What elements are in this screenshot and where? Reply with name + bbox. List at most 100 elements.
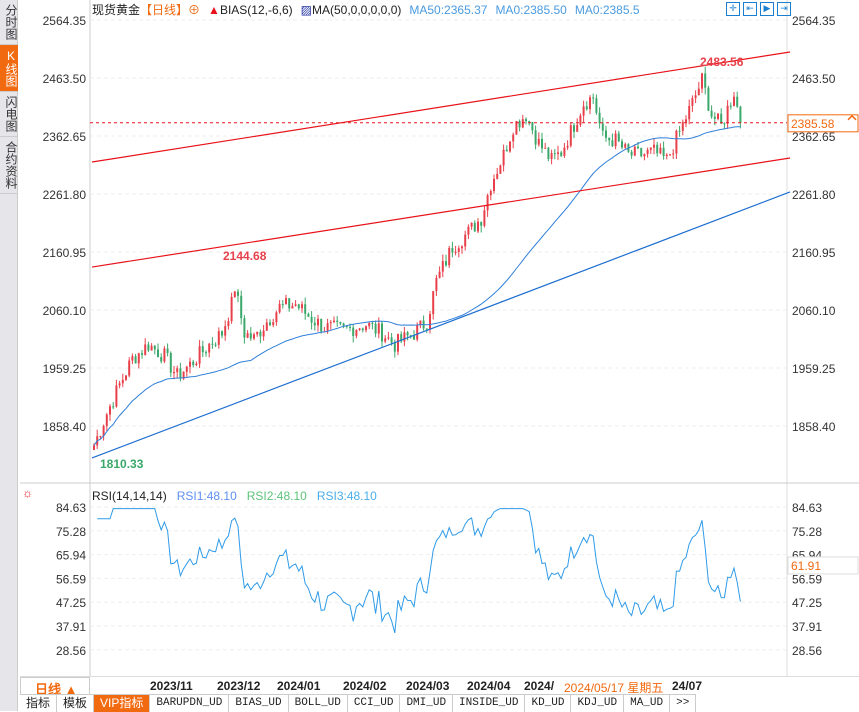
candle-body (707, 87, 710, 111)
price-label-left: 1959.25 (43, 362, 87, 376)
candle-body (579, 115, 582, 125)
candle-body (176, 368, 179, 373)
candle-body (429, 314, 431, 330)
candle-body (553, 153, 556, 155)
candle-body (310, 316, 313, 323)
tab-5[interactable]: BOLL_UD (288, 695, 348, 712)
candle-body (345, 325, 348, 327)
candle-body (457, 248, 460, 252)
candle-body (195, 363, 198, 366)
candle-body (166, 348, 169, 353)
period-label: 【日线】 (140, 3, 189, 17)
candle-body (333, 320, 335, 323)
tab-7[interactable]: DMI_UD (400, 695, 454, 712)
candle-body (416, 325, 419, 340)
crosshair-icon[interactable]: ⊕ (188, 3, 201, 17)
tab-4[interactable]: BIAS_UD (229, 695, 289, 712)
candle-body (573, 125, 575, 132)
candle-body (249, 333, 252, 339)
candle-body (585, 106, 588, 110)
ma50-value: MA50:2365.37 (409, 3, 488, 17)
candle-body (473, 222, 476, 232)
candle-body (371, 322, 374, 324)
candle-body (246, 333, 249, 338)
candle-body (499, 165, 502, 174)
candle-body (477, 221, 479, 232)
high-annotation: 2483.56 (700, 55, 744, 69)
tab-9[interactable]: KD_UD (525, 695, 572, 712)
bias-indicator[interactable]: ▲BIAS(12,-6,6) (208, 3, 293, 17)
zoom-fit-icon[interactable]: ⇤ (743, 2, 757, 16)
up-marker-icon (847, 114, 857, 121)
candle-body (317, 318, 319, 326)
candle-body (624, 144, 627, 148)
rsi-label-left: 28.56 (56, 644, 86, 658)
price-label-right: 2362.65 (792, 130, 836, 144)
tab-11[interactable]: MA_UD (624, 695, 671, 712)
tab-3[interactable]: BARUPDN_UD (150, 695, 230, 712)
chart-icon: ▨ (300, 3, 312, 17)
candle-body (496, 173, 499, 179)
candle-body (112, 406, 115, 408)
tab-8[interactable]: INSIDE_UD (453, 695, 526, 712)
sidebar-item-3[interactable]: 合约资料 (0, 137, 18, 194)
settings-sun-icon[interactable]: ☼ (22, 486, 33, 500)
crosshair-move-icon[interactable]: ✛ (726, 2, 740, 16)
candle-body (131, 356, 134, 361)
sidebar-item-2[interactable]: 闪电图 (0, 92, 18, 137)
candle-body (470, 222, 473, 227)
candle-body (384, 338, 387, 342)
time-label: 2024/04 (467, 679, 511, 693)
candle-body (480, 221, 483, 226)
sidebar: 分时图 K线图 闪电图 合约资料 (0, 0, 18, 711)
price-label-left: 2060.10 (43, 304, 87, 318)
candle-body (275, 312, 278, 323)
sidebar-item-1[interactable]: K线图 (0, 45, 18, 92)
candle-body (374, 323, 377, 334)
candle-body (297, 304, 300, 309)
tab-1[interactable]: 模板 (57, 695, 95, 712)
candle-body (128, 360, 131, 376)
candle-body (601, 123, 604, 131)
candle-body (704, 73, 707, 88)
candle-body (694, 95, 697, 99)
go-latest-icon[interactable]: ⇥ (777, 2, 791, 16)
current-price-label: 2385.58 (791, 117, 835, 131)
candle-body (105, 414, 108, 426)
candle-body (211, 343, 214, 345)
candle-body (697, 88, 700, 96)
ma-indicator[interactable]: ▨MA(50,0,0,0,0,0) (301, 3, 402, 17)
candle-body (400, 334, 403, 342)
candle-body (528, 121, 531, 123)
tab-10[interactable]: KDJ_UD (571, 695, 625, 712)
candle-body (502, 149, 505, 166)
tab-0[interactable]: 指标 (20, 695, 58, 712)
tab-12[interactable]: >> (670, 695, 697, 712)
candle-body (361, 328, 364, 331)
rsi-label-left: 75.28 (56, 525, 86, 539)
rsi-label-left: 47.25 (56, 596, 86, 610)
candle-body (294, 304, 297, 306)
play-icon[interactable]: ▶ (760, 2, 774, 16)
candle-body (201, 346, 204, 353)
candle-body (307, 313, 310, 317)
candle-body (153, 345, 156, 350)
rsi1-value: RSI1:48.10 (176, 489, 237, 503)
tab-6[interactable]: CCI_UD (347, 695, 401, 712)
candle-body (557, 152, 559, 154)
candle-body (736, 96, 739, 107)
candle-body (253, 334, 255, 339)
tab-2[interactable]: VIP指标 (94, 695, 151, 712)
candle-body (445, 261, 447, 266)
sidebar-item-0[interactable]: 分时图 (0, 0, 18, 45)
candle-body (208, 343, 211, 353)
candle-body (342, 323, 345, 326)
candle-body (726, 105, 729, 124)
price-label-left: 2261.80 (43, 188, 87, 202)
candle-body (537, 138, 540, 145)
candle-body (509, 141, 511, 152)
candle-body (563, 147, 566, 156)
rsi-label-left: 84.63 (56, 501, 86, 515)
candle-body (505, 149, 508, 152)
